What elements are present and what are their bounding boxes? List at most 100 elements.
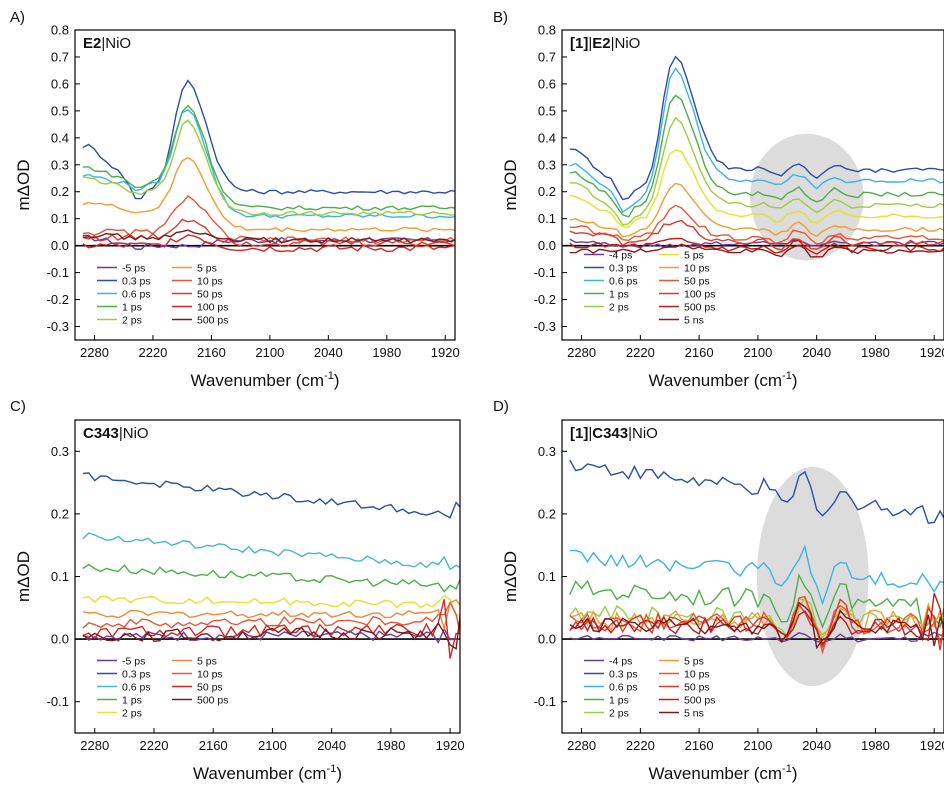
legend-label: 5 ps (197, 655, 217, 667)
series-line--5-ps (82, 627, 460, 644)
x-axis-label: Wavenumber (cm-1) (649, 370, 798, 390)
legend-label: 100 ps (684, 288, 716, 300)
x-axis-label: Wavenumber (cm-1) (191, 370, 340, 390)
y-axis-label: mΔOD (501, 159, 520, 210)
x-axis-label: Wavenumber (cm-1) (193, 763, 342, 783)
y-tick-label: 0.8 (538, 23, 556, 38)
x-tick-label: 2280 (567, 738, 596, 753)
series-line-100-ps (82, 234, 455, 253)
series-group (569, 459, 944, 655)
y-tick-label: 0.1 (51, 569, 69, 584)
series-line-500-ps (82, 611, 460, 651)
legend-label: -5 ps (122, 655, 145, 667)
y-tick-label: 0.5 (51, 103, 69, 118)
legend-label: 50 ps (684, 275, 710, 287)
x-tick-label: 2220 (626, 345, 655, 360)
x-tick-label: 2160 (685, 345, 714, 360)
y-tick-label: 0.0 (51, 238, 69, 253)
legend-label: 0.6 ps (122, 681, 151, 693)
y-tick-label: 0.6 (51, 76, 69, 91)
y-tick-label: 0.3 (538, 157, 556, 172)
legend-label: 2 ps (122, 314, 142, 326)
series-line-1-ps (82, 104, 455, 211)
legend-label: 10 ps (684, 668, 710, 680)
y-tick-label: 0.7 (51, 49, 69, 64)
legend-label: -5 ps (122, 262, 145, 274)
y-tick-label: 0.1 (538, 569, 556, 584)
series-line-0_6-ps (569, 67, 944, 214)
series-line-0_3-ps (82, 472, 460, 519)
panel-title: [1]|C343|NiO (570, 425, 658, 442)
series-line-0_3-ps (569, 459, 944, 524)
y-tick-label: 0.2 (538, 184, 556, 199)
legend-label: 500 ps (197, 314, 229, 326)
series-line-5-ns (569, 243, 944, 258)
legend-label: 2 ps (609, 707, 629, 719)
y-tick-label: 0.1 (538, 211, 556, 226)
series-line-0_3-ps (82, 79, 455, 200)
y-tick-label: -0.1 (47, 265, 69, 280)
series-line-0_6-ps (82, 109, 455, 219)
series-line-10-ps (569, 182, 944, 238)
legend-label: 5 ps (197, 262, 217, 274)
x-axis-label: Wavenumber (cm-1) (649, 763, 798, 783)
series-line-5-ps (82, 156, 455, 233)
y-tick-label: 0.4 (51, 130, 69, 145)
legend-label: 1 ps (609, 288, 629, 300)
y-tick-label: 0.0 (538, 238, 556, 253)
y-tick-label: 0.3 (51, 157, 69, 172)
series-line-500-ps (569, 593, 944, 646)
x-tick-label: 2220 (138, 345, 167, 360)
x-tick-label: 2160 (685, 738, 714, 753)
series-group (569, 55, 944, 258)
legend-label: 5 ps (684, 655, 704, 667)
legend-label: 5 ns (684, 707, 704, 719)
x-tick-label: 2040 (802, 738, 831, 753)
series-line-100-ps (569, 219, 944, 251)
series-line-1-ps (569, 573, 944, 630)
legend-label: 1 ps (609, 694, 629, 706)
panel-letter: B) (493, 9, 508, 26)
y-tick-label: 0.8 (51, 23, 69, 38)
y-tick-label: 0.4 (538, 130, 556, 145)
legend-label: 1 ps (122, 301, 142, 313)
x-tick-label: 2160 (199, 738, 228, 753)
series-group (82, 79, 455, 253)
legend-label: 50 ps (197, 681, 223, 693)
legend-label: 500 ps (197, 694, 229, 706)
y-tick-label: 0.2 (538, 506, 556, 521)
y-tick-label: 0.2 (51, 184, 69, 199)
y-tick-label: -0.2 (47, 292, 69, 307)
panel-letter: D) (493, 398, 509, 415)
x-tick-label: 1920 (920, 345, 944, 360)
series-line-50-ps (82, 599, 460, 659)
x-tick-label: 2280 (567, 345, 596, 360)
legend-label: 1 ps (122, 694, 142, 706)
legend-label: 0.3 ps (122, 275, 151, 287)
plot-frame (74, 29, 456, 341)
legend-label: 2 ps (609, 301, 629, 313)
x-tick-label: 1980 (372, 345, 401, 360)
legend-label: 5 ps (684, 249, 704, 261)
legend-label: -4 ps (609, 249, 632, 261)
series-line-0_3-ps (569, 55, 944, 201)
y-axis-label: mΔOD (14, 551, 33, 602)
series-line-5-ps (569, 596, 944, 642)
panel-c: C) -0.1 0.0 0.1 0.2 0.3 2280 2220 2160 2100 2040 19… (10, 398, 465, 783)
x-tick-label: 1920 (920, 738, 944, 753)
series-line--4-ps (569, 631, 944, 644)
y-tick-label: 0.3 (538, 444, 556, 459)
y-tick-label: 0.7 (538, 49, 556, 64)
y-tick-label: -0.1 (534, 694, 556, 709)
legend-label: 0.6 ps (122, 288, 151, 300)
panel-a: A) -0.3 -0.2 -0.1 0.0 0.1 0.2 0.3 0.4 0.5 0.6 0.7 0.… (10, 9, 460, 390)
series-line-0_6-ps (82, 532, 460, 571)
series-line-1-ps (82, 563, 460, 593)
legend-label: 500 ps (684, 301, 716, 313)
x-tick-label: 1980 (861, 345, 890, 360)
panel-title: E2|NiO (83, 35, 131, 52)
series-line-2-ps (569, 116, 944, 226)
legend-label: 2 ps (122, 707, 142, 719)
